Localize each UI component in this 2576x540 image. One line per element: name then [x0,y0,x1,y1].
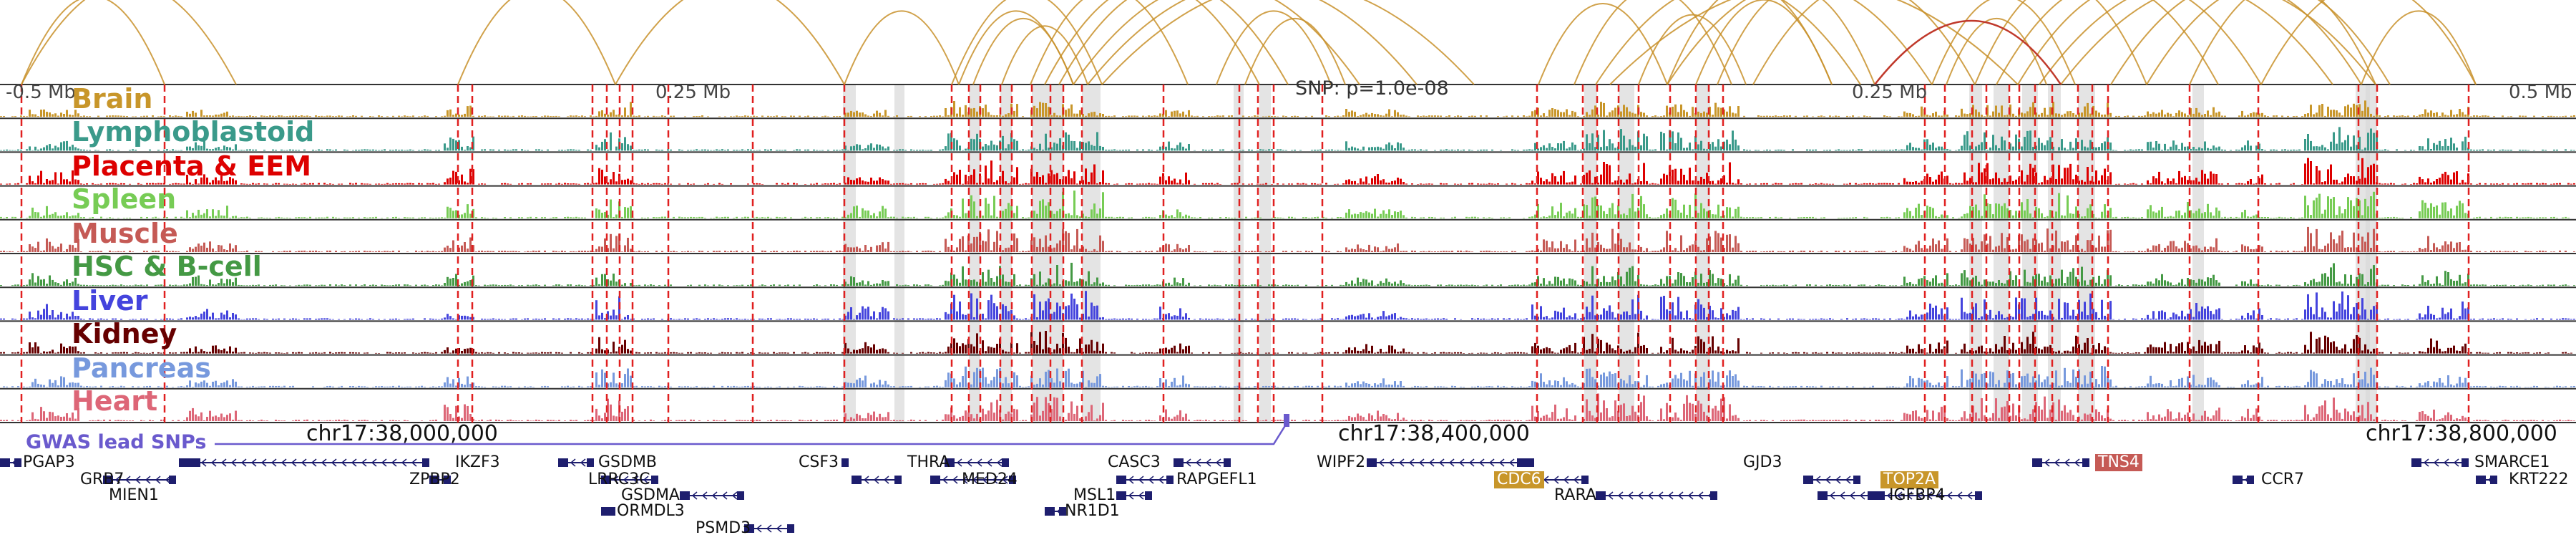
gene-label[interactable]: MIEN1 [109,487,159,504]
track-label-muscle: Muscle [72,219,178,248]
track-label-liver: Liver [72,286,148,315]
interaction-arc [844,11,959,85]
coordinate-label: chr17:38,800,000 [2366,421,2557,446]
interaction-arc [1574,0,1732,85]
gene-label[interactable]: THRA [907,454,950,471]
interaction-arcs [21,0,2476,85]
interaction-arc [2261,0,2476,85]
interaction-arc [2361,11,2476,85]
gwas-lead-snps-label: GWAS lead SNPs [26,431,206,453]
gwas-snp-marker [1284,414,1289,427]
coordinate-label: chr17:38,400,000 [1338,421,1530,446]
signal-track [0,331,2572,354]
gene-label[interactable]: ORMDL3 [617,503,685,520]
interaction-arc [1975,0,2147,85]
interaction-arc [1610,0,2018,85]
interaction-arc [1946,19,2046,85]
signal-track [0,191,2570,218]
gene-label[interactable]: IKZF3 [455,454,500,471]
gene-label[interactable]: NR1D1 [1065,503,1120,520]
track-label-pancreas: Pancreas [72,354,211,382]
gene-label[interactable]: KRT222 [2509,471,2569,488]
gene-label[interactable]: ZPBP2 [409,471,460,488]
interaction-arc [1216,11,1331,85]
gene-label[interactable]: RAPGEFL1 [1176,471,1257,488]
interaction-arc [458,0,615,85]
track-label-kidney: Kidney [72,319,177,348]
gene-label[interactable]: RARA [1554,487,1596,504]
gene-label[interactable]: PGAP3 [23,454,75,471]
scale-mid-right-label: 0.25 Mb [1852,82,1927,103]
gene-label[interactable]: PSMD3 [696,520,751,537]
track-label-lymphoblastoid: Lymphoblastoid [72,117,314,146]
interaction-arc [1538,4,1667,85]
gene-label[interactable]: GJD3 [1743,454,1782,471]
coordinate-label: chr17:38,000,000 [306,421,498,446]
interaction-arc [1102,0,1474,85]
gene-label[interactable]: GSDMB [598,454,657,471]
interaction-arc [1045,0,1259,85]
track-label-heart: Heart [72,387,157,415]
interaction-arc [1245,19,1345,85]
gene-label[interactable]: CSF3 [799,454,839,471]
gene-label[interactable]: IGFBP4 [1889,487,1946,504]
track-label-placenta: Placenta & EEM [72,152,311,180]
interaction-arc [1753,0,1975,85]
gene-label-highlighted[interactable]: TNS4 [2095,454,2142,471]
snp-threshold-label: SNP: p=1.0e-08 [1295,77,1449,100]
interaction-arc [21,0,236,85]
gene-label[interactable]: CCR7 [2261,471,2304,488]
gene-label[interactable]: CASC3 [1108,454,1161,471]
scale-mid-left-label: 0.25 Mb [655,82,731,103]
gene-label-highlighted[interactable]: CDC6 [1494,471,1544,488]
interaction-arc [1696,0,1832,85]
interaction-arc [2190,0,2376,85]
interaction-arc [952,0,1102,85]
interaction-arc [2039,0,2333,85]
interaction-arc [21,0,165,85]
scale-right-label: 0.5 Mb [2509,82,2572,103]
interaction-arc [615,0,844,85]
gene-label[interactable]: WIPF2 [1317,454,1365,471]
gene-label[interactable]: MED24 [962,471,1018,488]
track-label-spleen: Spleen [72,185,176,213]
interaction-arc [1073,0,1360,85]
scale-left-label: -0.5 Mb [6,82,76,103]
track-label-hsc: HSC & B-cell [72,252,262,281]
track-label-brain: Brain [72,85,152,113]
gene-label[interactable]: SMARCE1 [2474,454,2550,471]
